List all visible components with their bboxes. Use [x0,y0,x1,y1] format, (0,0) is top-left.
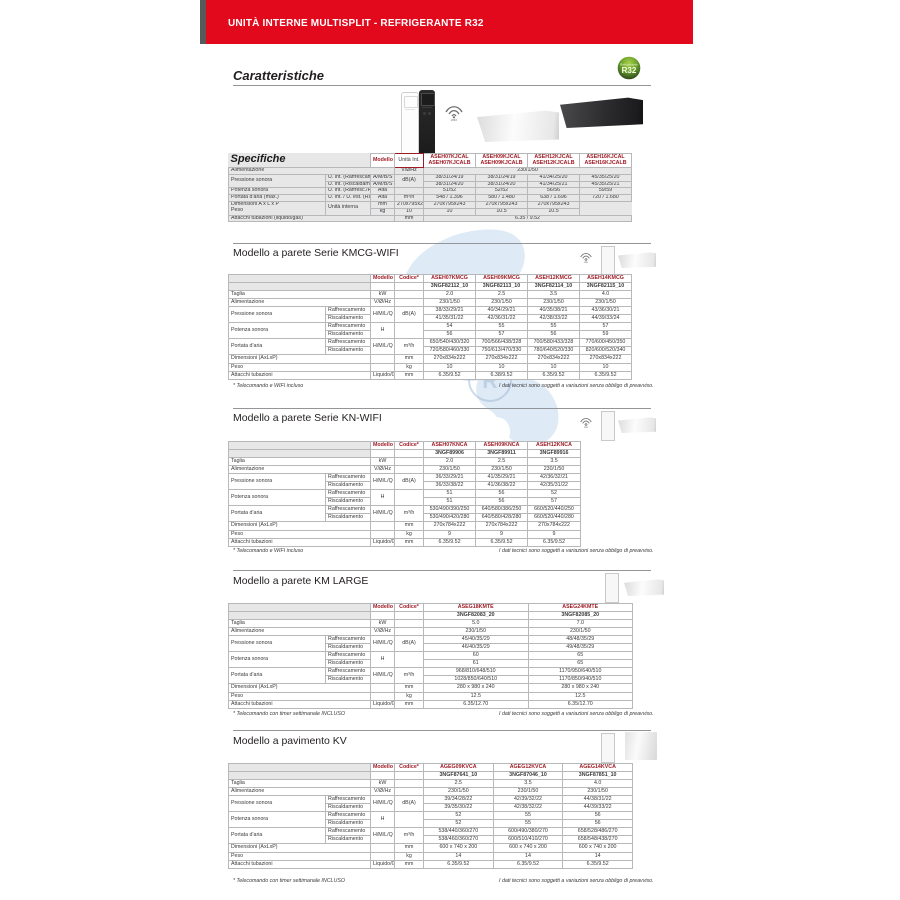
svg-text:WIFI: WIFI [451,118,457,121]
svg-text:WIFI: WIFI [584,262,589,263]
svg-text:WIFI: WIFI [584,427,589,428]
svg-text:R32: R32 [622,66,637,75]
